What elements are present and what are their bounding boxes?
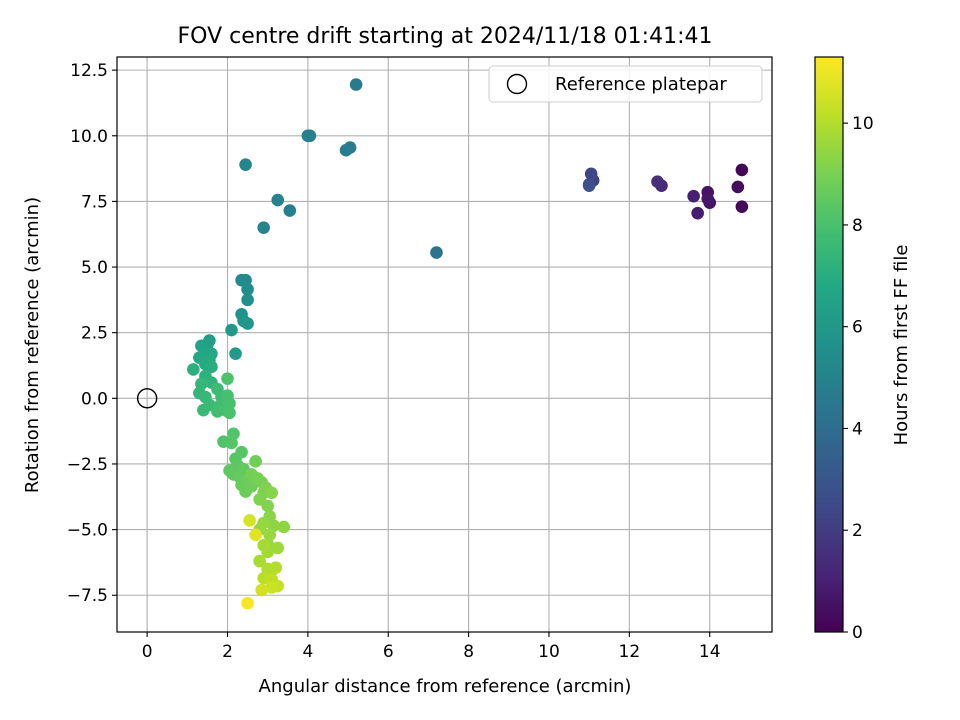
data-point (277, 520, 291, 534)
colorbar-tick-label: 0 (852, 623, 863, 643)
data-point (223, 406, 236, 420)
data-point (265, 486, 279, 500)
x-tick-label: 0 (142, 642, 153, 662)
y-tick-label: 5.0 (81, 258, 108, 278)
data-points (187, 78, 749, 610)
data-point (187, 363, 200, 376)
data-point (584, 167, 598, 181)
x-tick-label: 10 (538, 642, 560, 662)
data-point (261, 499, 274, 513)
data-point (735, 163, 749, 177)
data-point (241, 283, 254, 296)
y-tick-label: −2.5 (67, 455, 108, 475)
y-tick-label: 0.0 (81, 389, 108, 409)
x-tick-label: 8 (463, 642, 474, 662)
colorbar-tick-label: 6 (852, 318, 863, 338)
data-point (239, 158, 252, 171)
colorbar (814, 56, 844, 633)
data-point (221, 372, 234, 385)
data-point (253, 554, 266, 568)
data-point (651, 175, 664, 189)
x-tick-label: 12 (619, 642, 641, 662)
y-tick-label: −5.0 (67, 521, 108, 541)
data-point (195, 377, 208, 391)
colorbar-ticks: 0 2 4 6 8 10 (843, 114, 874, 643)
data-point (349, 78, 363, 91)
x-axis-label: Angular distance from reference (arcmin) (259, 676, 632, 697)
data-point (241, 596, 254, 610)
x-tick-label: 2 (222, 642, 233, 662)
colorbar-tick-label: 2 (852, 521, 863, 541)
data-point (701, 192, 715, 206)
data-point (339, 143, 353, 157)
colorbar-label: Hours from first FF file (891, 245, 912, 446)
data-point (225, 436, 238, 450)
y-axis-ticks: −7.5 −5.0 −2.5 0.0 2.5 5.0 7.5 10.0 12.5 (67, 61, 117, 606)
data-point (269, 561, 283, 574)
data-point (257, 221, 270, 234)
data-point (735, 200, 749, 213)
data-point (430, 246, 443, 259)
legend-reference-marker (506, 73, 528, 95)
data-point (243, 514, 256, 527)
data-point (265, 581, 279, 594)
y-tick-label: 2.5 (81, 324, 108, 344)
data-point (301, 129, 315, 143)
data-point (255, 583, 268, 597)
legend: Reference platepar (488, 65, 763, 103)
data-point (225, 323, 238, 337)
grid (117, 57, 772, 632)
x-axis-ticks: 0 2 4 6 8 10 12 14 (142, 632, 721, 662)
data-point (687, 189, 700, 203)
data-point (283, 204, 297, 217)
x-tick-label: 14 (699, 642, 721, 662)
y-tick-label: 12.5 (70, 61, 108, 81)
y-tick-label: 10.0 (70, 127, 108, 147)
data-point (229, 347, 242, 360)
reference-marker (136, 388, 158, 409)
y-tick-label: −7.5 (67, 586, 108, 606)
legend-entry-label: Reference platepar (555, 74, 727, 95)
x-tick-label: 4 (302, 642, 313, 662)
data-point (241, 293, 254, 307)
y-tick-label: 7.5 (81, 192, 108, 212)
data-point (731, 180, 745, 194)
data-point (223, 397, 236, 410)
x-tick-label: 6 (383, 642, 394, 662)
data-point (241, 317, 254, 330)
reference-marker-group (136, 388, 158, 409)
y-axis-label: Rotation from reference (arcmin) (22, 197, 43, 493)
colorbar-tick-label: 8 (852, 216, 863, 236)
legend-box (488, 65, 763, 103)
data-point (271, 541, 285, 555)
plot-frame (116, 56, 773, 633)
chart-title: FOV centre drift starting at 2024/11/18 … (178, 24, 713, 49)
data-point (691, 206, 704, 220)
colorbar-tick-label: 10 (852, 114, 874, 134)
data-point (582, 179, 596, 192)
data-point (271, 193, 285, 207)
data-point (249, 528, 262, 542)
data-point (249, 455, 262, 468)
data-point (205, 360, 218, 374)
colorbar-tick-label: 4 (852, 419, 863, 439)
data-point (257, 539, 270, 552)
